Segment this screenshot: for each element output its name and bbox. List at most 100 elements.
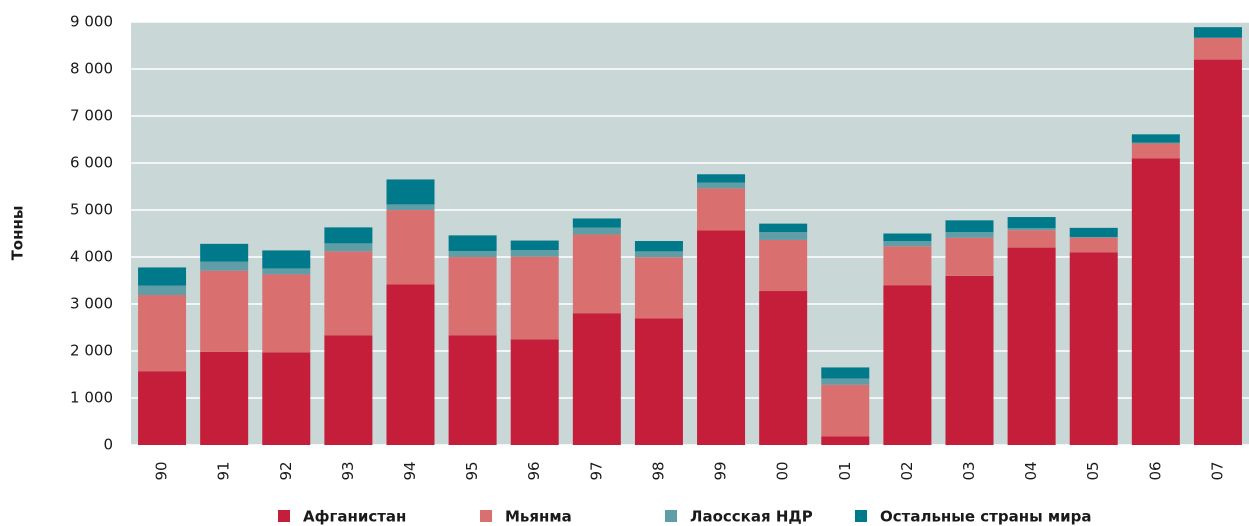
bar-segment bbox=[1069, 227, 1118, 237]
bar-segment bbox=[572, 313, 621, 445]
x-tick-label: 96 bbox=[525, 461, 543, 480]
legend-label: Лаосская НДР bbox=[690, 508, 813, 526]
bar-segment bbox=[572, 234, 621, 314]
legend-label: Афганистан bbox=[303, 508, 406, 526]
bar-segment bbox=[1007, 247, 1056, 445]
x-tick-label: 00 bbox=[774, 461, 792, 480]
bar-segment bbox=[386, 284, 435, 445]
y-tick-label: 1 000 bbox=[70, 389, 113, 407]
bar-segment bbox=[262, 250, 311, 269]
y-tick-label: 0 bbox=[103, 436, 113, 454]
x-tick-label: 05 bbox=[1084, 461, 1102, 480]
legend-swatch bbox=[278, 510, 290, 522]
bar-segment bbox=[883, 246, 932, 286]
x-tick-label: 03 bbox=[960, 461, 978, 480]
bar-segment bbox=[138, 285, 187, 296]
legend-label: Остальные страны мира bbox=[880, 508, 1091, 526]
bar-segment bbox=[324, 251, 373, 336]
bar-segment bbox=[138, 295, 187, 372]
bar-segment bbox=[1193, 59, 1242, 445]
x-tick-label: 07 bbox=[1208, 461, 1226, 480]
bar-segment bbox=[324, 335, 373, 445]
bar-segment bbox=[200, 243, 249, 262]
bar-segment bbox=[945, 220, 994, 233]
bar-segment bbox=[1131, 142, 1180, 144]
bar-segment bbox=[386, 210, 435, 285]
bar-segment bbox=[386, 179, 435, 205]
bar-segment bbox=[262, 352, 311, 445]
bar-segment bbox=[510, 240, 559, 251]
bar-segment bbox=[697, 174, 746, 183]
x-tick-label: 06 bbox=[1146, 461, 1164, 480]
x-tick-label: 98 bbox=[649, 461, 667, 480]
bar-segment bbox=[1069, 236, 1118, 238]
bar-segment bbox=[1131, 134, 1180, 143]
y-tick-label: 7 000 bbox=[70, 107, 113, 125]
bar-segment bbox=[1193, 27, 1242, 38]
bar-segment bbox=[448, 257, 497, 336]
bar-segment bbox=[945, 275, 994, 445]
y-tick-label: 3 000 bbox=[70, 295, 113, 313]
x-tick-label: 92 bbox=[277, 461, 295, 480]
x-tick-label: 99 bbox=[712, 461, 730, 480]
y-axis-label: Тонны bbox=[9, 206, 27, 261]
x-tick-label: 97 bbox=[587, 461, 605, 480]
legend-swatch bbox=[480, 510, 492, 522]
bar-segment bbox=[759, 291, 808, 445]
legend-swatch bbox=[855, 510, 867, 522]
bar-segment bbox=[697, 188, 746, 231]
bar-segment bbox=[510, 256, 559, 340]
bar-segment bbox=[1007, 230, 1056, 248]
x-tick-label: 91 bbox=[215, 461, 233, 480]
bar-segment bbox=[759, 232, 808, 240]
bar-segment bbox=[572, 227, 621, 235]
bar-segment bbox=[1007, 228, 1056, 231]
bar-segment bbox=[1131, 158, 1180, 446]
y-tick-label: 9 000 bbox=[70, 13, 113, 31]
bar-segment bbox=[821, 436, 870, 445]
bar-segment bbox=[1007, 217, 1056, 229]
bar-segment bbox=[1069, 252, 1118, 445]
bar-segment bbox=[510, 250, 559, 257]
bar-segment bbox=[883, 233, 932, 242]
bar-segment bbox=[1069, 237, 1118, 253]
x-tick-label: 01 bbox=[836, 461, 854, 480]
x-tick-label: 95 bbox=[463, 461, 481, 480]
bar-segment bbox=[634, 318, 683, 445]
bar-segment bbox=[1193, 37, 1242, 60]
bar-segment bbox=[821, 378, 870, 385]
x-tick-label: 94 bbox=[401, 461, 419, 480]
bar-segment bbox=[759, 223, 808, 233]
bar-segment bbox=[883, 241, 932, 247]
bar-segment bbox=[200, 351, 249, 445]
bar-segment bbox=[883, 285, 932, 445]
x-tick-label: 90 bbox=[153, 461, 171, 480]
bar-segment bbox=[572, 218, 621, 228]
bar-segment bbox=[634, 241, 683, 252]
bar-segment bbox=[262, 274, 311, 353]
bar-segment bbox=[262, 268, 311, 275]
bar-segment bbox=[697, 230, 746, 445]
bar-segment bbox=[634, 251, 683, 258]
plot-background bbox=[131, 22, 1249, 445]
legend-swatch bbox=[665, 510, 677, 522]
bar-segment bbox=[821, 367, 870, 379]
bar-segment bbox=[945, 232, 994, 238]
bar-segment bbox=[1131, 143, 1180, 159]
bar-segment bbox=[945, 237, 994, 276]
bar-segment bbox=[821, 384, 870, 437]
y-tick-label: 5 000 bbox=[70, 201, 113, 219]
bar-segment bbox=[324, 227, 373, 244]
bar-segment bbox=[200, 261, 249, 271]
bar-segment bbox=[138, 371, 187, 445]
bar-segment bbox=[448, 235, 497, 252]
bar-segment bbox=[324, 243, 373, 252]
bar-segment bbox=[634, 257, 683, 319]
bar-segment bbox=[138, 267, 187, 286]
x-tick-label: 93 bbox=[339, 461, 357, 480]
bar-segment bbox=[448, 335, 497, 445]
y-tick-label: 4 000 bbox=[70, 248, 113, 266]
bar-segment bbox=[759, 239, 808, 292]
x-tick-label: 02 bbox=[898, 461, 916, 480]
bar-segment bbox=[697, 182, 746, 189]
